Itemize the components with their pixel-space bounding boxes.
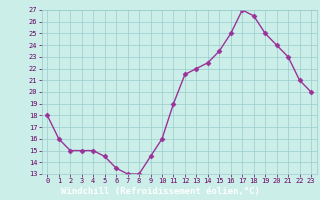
Text: Windchill (Refroidissement éolien,°C): Windchill (Refroidissement éolien,°C) xyxy=(60,187,260,196)
